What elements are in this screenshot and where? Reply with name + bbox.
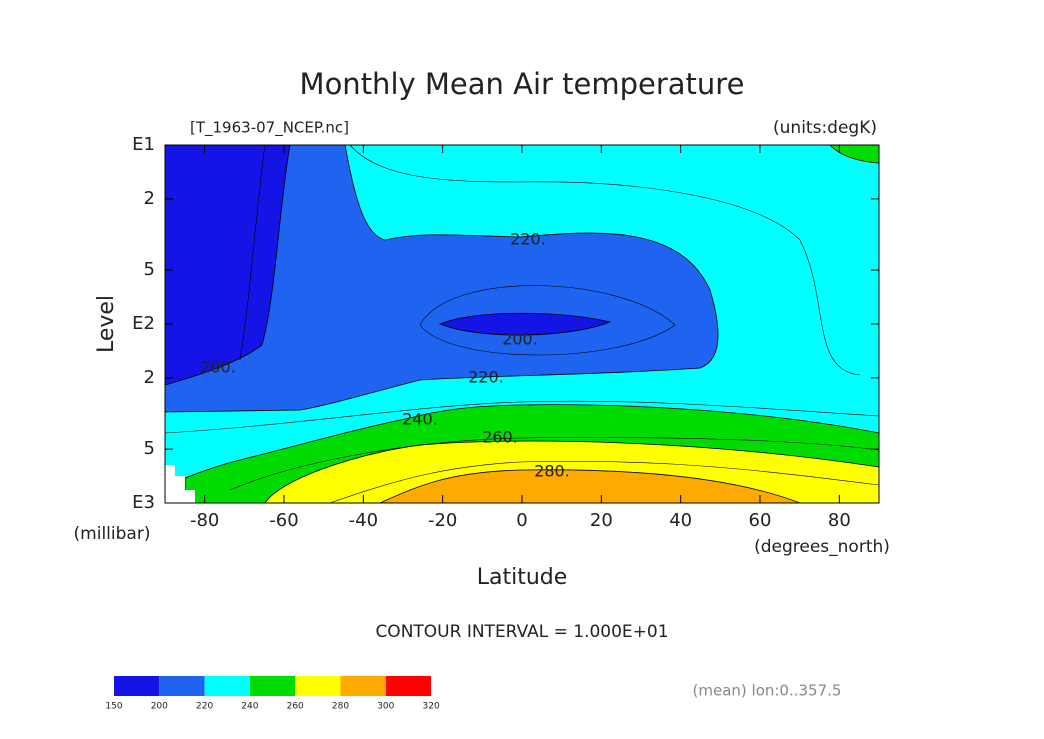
- contour-fill: [164, 144, 291, 386]
- colorbar-label: 320: [423, 702, 440, 712]
- note: (mean) lon:0..357.5: [693, 682, 842, 700]
- contour-lines: [164, 144, 880, 504]
- contour-interval: CONTOUR INTERVAL = 1.000E+01: [375, 622, 668, 642]
- colorbar-label: 300: [377, 702, 394, 712]
- y-tick-label: E3: [132, 492, 155, 513]
- x-tick-label: 80: [828, 510, 851, 531]
- y-tick-label: 5: [144, 438, 155, 459]
- x-tick-label: -40: [349, 510, 378, 531]
- subtitle: [T_1963-07_NCEP.nc]: [190, 119, 349, 138]
- contour-label: 240.: [402, 410, 438, 429]
- contour-label: 260.: [482, 428, 518, 447]
- x-axis-label: Latitude: [477, 565, 568, 590]
- contour-label: 200.: [502, 330, 538, 349]
- y-tick-label: 5: [144, 259, 155, 280]
- colorbar-box: [159, 676, 205, 696]
- contour-label: 280.: [534, 462, 570, 481]
- colorbar-label: 240: [241, 702, 258, 712]
- colorbar-label: 200: [151, 702, 168, 712]
- chart-title: Monthly Mean Air temperature: [300, 67, 745, 101]
- contour-fill: [164, 144, 719, 413]
- colorbar-box: [204, 676, 250, 696]
- x-tick-label: -60: [269, 510, 298, 531]
- y-tick-label: 2: [144, 188, 155, 209]
- colorbar-label: 220: [196, 702, 213, 712]
- contour-label: 220.: [510, 230, 546, 249]
- contour-label: 220.: [468, 368, 504, 387]
- x-tick-label: 20: [590, 510, 613, 531]
- x-units: (degrees_north): [754, 537, 890, 557]
- x-tick-label: -80: [190, 510, 219, 531]
- colorbar-box: [295, 676, 341, 696]
- x-tick-label: -20: [428, 510, 457, 531]
- y-tick-label: E2: [132, 313, 155, 334]
- contour-fill: [438, 312, 612, 336]
- colorbar-box: [340, 676, 386, 696]
- colorbar-box: [249, 676, 296, 696]
- colorbar-box: [114, 676, 160, 696]
- contour-fill: [379, 469, 801, 504]
- y-units: (millibar): [74, 524, 151, 544]
- units-label: (units:degK): [773, 118, 877, 138]
- x-tick-label: 60: [749, 510, 772, 531]
- x-tick-label: 40: [669, 510, 692, 531]
- colorbar-label: 260: [287, 702, 304, 712]
- x-tick-label: 0: [516, 510, 527, 531]
- colorbar-label: 280: [332, 702, 349, 712]
- colorbar-box: [385, 676, 432, 696]
- y-axis-label: Level: [94, 295, 119, 353]
- missing-data: [165, 465, 195, 503]
- contour-label: 200.: [200, 358, 236, 377]
- y-tick-label: 2: [144, 367, 155, 388]
- colorbar-label: 150: [105, 702, 122, 712]
- y-tick-label: E1: [132, 134, 155, 155]
- plot-area: [164, 144, 880, 504]
